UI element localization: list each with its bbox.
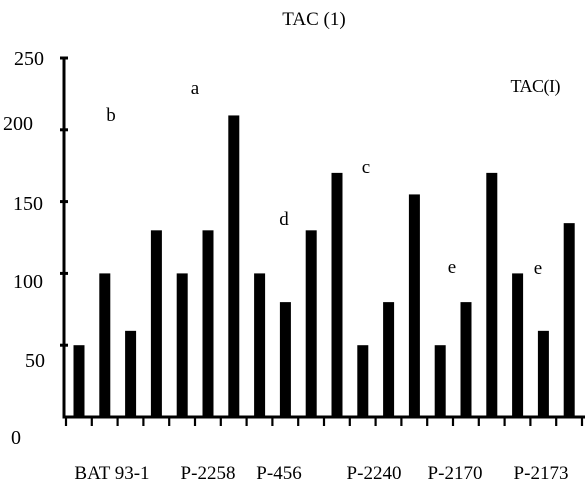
significance-letter: d	[279, 209, 289, 230]
bar	[279, 302, 291, 417]
y-tick-label: 0	[11, 427, 21, 449]
significance-letter: e	[534, 258, 542, 279]
y-tick-label: 200	[3, 113, 33, 135]
x-group-label: BAT 93-1	[74, 463, 149, 484]
bars	[73, 115, 575, 417]
x-group-label: P-2170	[428, 463, 483, 484]
bar	[563, 223, 575, 417]
labels: 0 50 100 150 200 250 BAT 93-1 P-2258 P-456 P-2240…	[3, 48, 568, 484]
bar	[331, 172, 343, 417]
bar	[486, 172, 498, 417]
bar	[460, 302, 472, 417]
x-group-label: P-2258	[181, 463, 236, 484]
bar	[383, 302, 395, 417]
y-tick-label: 50	[25, 350, 45, 372]
bar	[125, 330, 137, 417]
significance-letter: e	[448, 257, 456, 278]
axes	[60, 56, 585, 426]
significance-letter: b	[106, 105, 116, 126]
bar	[434, 345, 446, 417]
bar	[305, 230, 317, 417]
x-group-label: P-456	[256, 463, 301, 484]
bar	[202, 230, 214, 417]
bar	[228, 115, 240, 417]
bar	[512, 273, 524, 417]
bar	[99, 273, 111, 417]
y-tick-label: 150	[13, 193, 43, 215]
x-group-label: P-2173	[514, 463, 569, 484]
legend-label: TAC(I)	[510, 76, 560, 97]
x-group-label: P-2240	[347, 463, 402, 484]
bar	[537, 330, 549, 417]
bar	[254, 273, 266, 417]
chart-title: TAC (1)	[282, 9, 345, 30]
significance-letter: c	[362, 157, 370, 178]
bar	[150, 230, 162, 417]
significance-letter: a	[191, 78, 200, 99]
bar	[357, 345, 369, 417]
bar	[176, 273, 188, 417]
y-tick-label: 100	[13, 271, 43, 293]
bar	[408, 194, 420, 417]
bar	[73, 345, 85, 417]
y-tick-label: 250	[14, 48, 44, 70]
